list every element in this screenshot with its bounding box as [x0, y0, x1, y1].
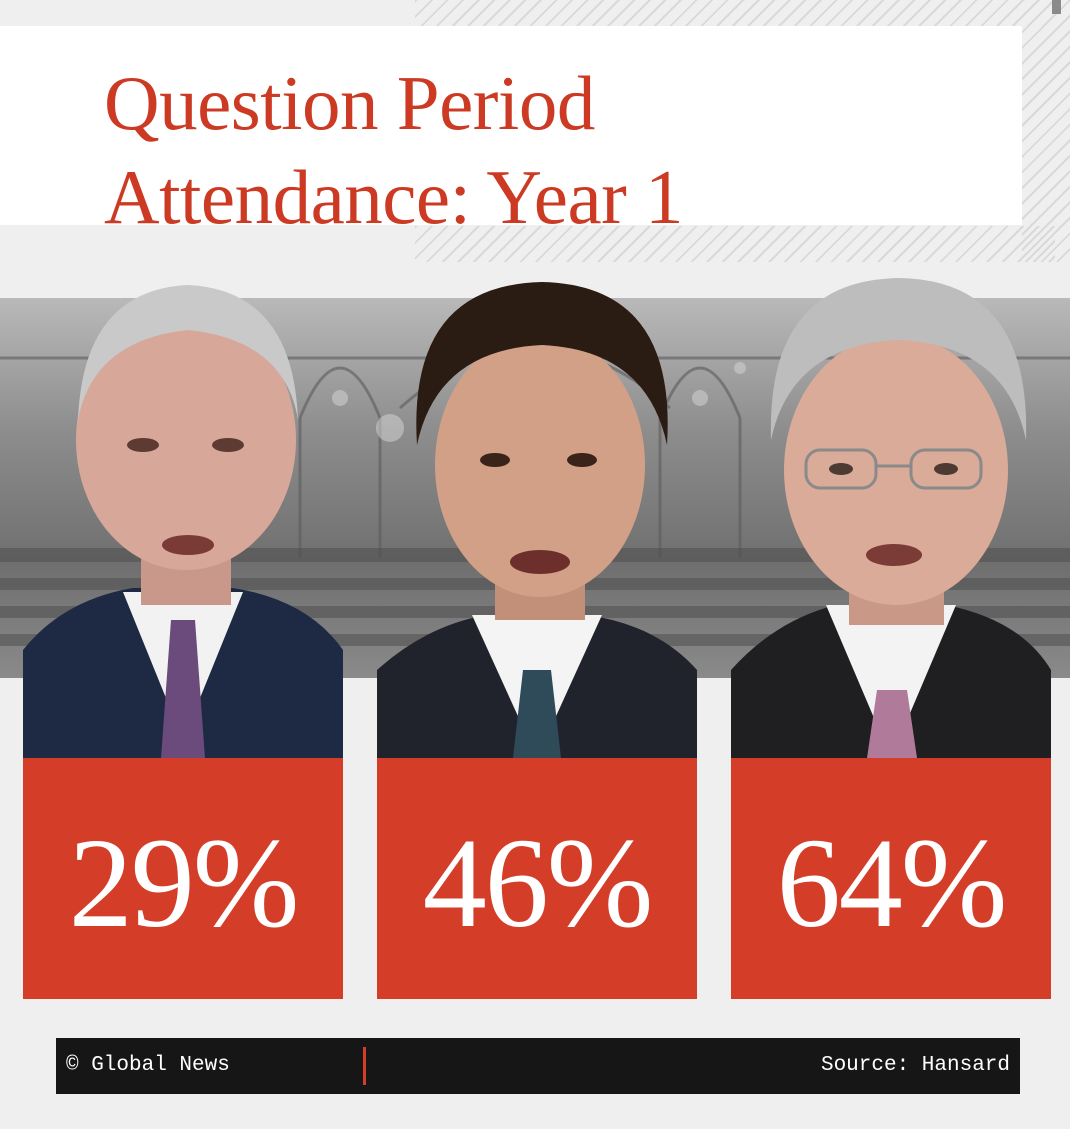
panel-3: 64%: [731, 0, 1051, 1000]
portrait-photo-2: [377, 270, 697, 758]
attendance-stat-1: 29%: [23, 758, 343, 999]
hatch-decoration-bottom: [415, 226, 1055, 262]
hatch-decoration-top: [415, 0, 1055, 26]
title-box: Question Period Attendance: Year 1: [0, 26, 1022, 240]
attendance-percent-3: 64%: [776, 811, 1008, 954]
attendance-stat-2: 46%: [377, 758, 697, 999]
attendance-stat-3: 64%: [731, 758, 1051, 999]
copyright-credit: © Global News: [66, 1054, 230, 1077]
footer-divider: [363, 1047, 366, 1085]
portrait-photo-1: [23, 270, 343, 758]
attendance-percent-2: 46%: [422, 811, 654, 954]
footer-bar: © Global News Source: Hansard: [56, 1038, 1020, 1094]
title-line-2: Attendance: Year 1: [104, 154, 684, 240]
source-credit: Source: Hansard: [820, 1054, 1010, 1077]
panel-1: 29%: [23, 0, 343, 1000]
attendance-percent-1: 29%: [68, 811, 300, 954]
portrait-photo-3: [731, 270, 1051, 758]
corner-mark: [1052, 0, 1061, 14]
hatch-decoration-right: [1022, 0, 1070, 262]
panel-2: 46%: [377, 0, 697, 1000]
page-title: Question Period Attendance: Year 1: [104, 56, 684, 244]
title-line-1: Question Period: [104, 60, 595, 146]
